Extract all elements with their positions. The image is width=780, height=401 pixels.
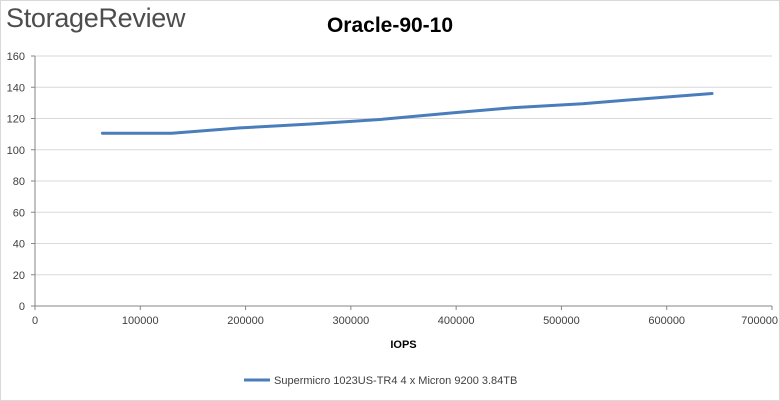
- legend-entry: Supermicro 1023US-TR4 4 x Micron 9200 3.…: [274, 375, 517, 387]
- legend: Supermicro 1023US-TR4 4 x Micron 9200 3.…: [244, 375, 517, 387]
- series-lines: [100, 92, 714, 135]
- x-tick-label: 400000: [438, 315, 475, 327]
- x-tick-label: 100000: [122, 315, 159, 327]
- x-tick-label: 600000: [648, 315, 685, 327]
- x-tick-label: 500000: [543, 315, 580, 327]
- grid-lines: [35, 55, 772, 276]
- y-tick-label: 120: [7, 114, 25, 126]
- chart-title: Oracle-90-10: [326, 14, 454, 37]
- y-tick-label: 80: [13, 176, 25, 188]
- x-tick-label: 200000: [227, 315, 264, 327]
- y-tick-label: 140: [7, 82, 25, 94]
- y-tick-label: 100: [7, 145, 25, 157]
- y-tick-labels: 0 20 40 60 80 100 120 140 160: [7, 51, 25, 313]
- storagereview-logo: StorageReview: [6, 3, 186, 33]
- x-tick-labels: 0 100000 200000 300000 400000 500000 600000 700…: [32, 315, 778, 327]
- y-tick-label: 0: [19, 301, 25, 313]
- x-tick-label: 300000: [332, 315, 369, 327]
- x-axis-label: IOPS: [390, 339, 416, 351]
- y-tick-label: 160: [7, 51, 25, 63]
- x-tick-label: 700000: [741, 315, 778, 327]
- y-tick-label: 40: [13, 239, 25, 251]
- series-line: [100, 92, 714, 135]
- y-tick-label: 20: [13, 270, 25, 282]
- axes: [31, 55, 773, 310]
- x-tick-label: 0: [32, 315, 38, 327]
- y-tick-label: 60: [13, 207, 25, 219]
